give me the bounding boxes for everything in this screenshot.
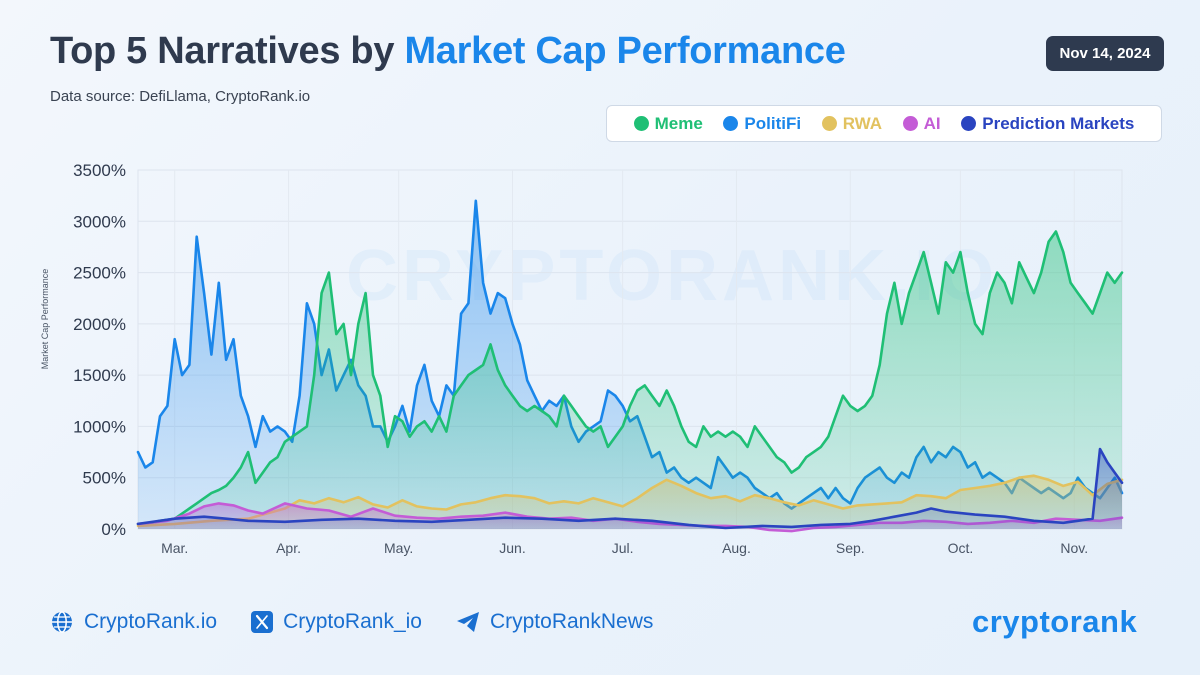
chart-watermark: CRYPTORANK.IO xyxy=(346,236,998,316)
globe-icon xyxy=(52,611,72,633)
series-line-rwa xyxy=(136,474,1124,528)
legend-item-rwa[interactable]: RWA xyxy=(821,113,883,134)
page-title: Top 5 Narratives by Market Cap Performan… xyxy=(50,30,846,73)
legend-item-politifi[interactable]: PolitiFi xyxy=(723,114,801,134)
legend-label-ai: AI xyxy=(923,113,941,133)
chart-legend: Meme PolitiFi RWA AI Prediction Markets xyxy=(606,105,1162,142)
title-part-2: Market Cap Performance xyxy=(404,30,846,72)
footer-x[interactable]: CryptoRank_io xyxy=(251,610,422,634)
series-area-meme xyxy=(138,231,1122,529)
x-tick-label: Jun. xyxy=(499,540,525,556)
footer: CryptoRank.io CryptoRank_io CryptoRankNe… xyxy=(50,610,653,634)
legend-item-meme[interactable]: Meme xyxy=(633,113,703,134)
data-source-note: Data source: DefiLlama, CryptoRank.io xyxy=(50,88,311,105)
x-tick-label: Aug. xyxy=(722,540,751,556)
x-tick-label: Oct. xyxy=(948,540,974,556)
legend-dot-prediction-markets xyxy=(961,116,977,131)
x-tick-label: Jul. xyxy=(612,540,634,556)
legend-item-prediction-markets[interactable]: Prediction Markets xyxy=(961,114,1134,134)
market-cap-chart: CRYPTORANK.IO 0% 500% 1000% 1500% 2000% 2500%… xyxy=(40,161,1124,556)
series-line-meme xyxy=(136,230,1124,526)
chart-series xyxy=(136,199,1124,533)
y-axis: 0% 500% 1000% 1500% 2000% 2500% 3000% 3500% xyxy=(73,161,126,539)
x-tick-label: Sep. xyxy=(836,540,865,556)
footer-website-label: CryptoRank.io xyxy=(84,610,218,633)
legend-label-politifi: PolitiFi xyxy=(744,113,802,133)
y-tick-label: 2000% xyxy=(73,315,126,334)
footer-x-label: CryptoRank_io xyxy=(283,610,422,633)
y-tick-label: 1000% xyxy=(73,417,126,436)
telegram-icon xyxy=(456,612,479,632)
series-area-prediction-markets xyxy=(138,449,1122,529)
legend-dot-ai xyxy=(902,116,918,131)
x-tick-label: Apr. xyxy=(276,540,301,556)
legend-dot-politifi xyxy=(723,116,739,131)
y-tick-label: 500% xyxy=(83,469,126,488)
legend-item-ai[interactable]: AI xyxy=(902,113,941,134)
x-axis: Mar. Apr. May. Jun. Jul. Aug. Sep. Oct. Nov. xyxy=(161,540,1088,556)
footer-telegram-label: CryptoRankNews xyxy=(489,610,654,633)
x-tick-label: Nov. xyxy=(1060,540,1088,556)
y-axis-label: Market Cap Performance xyxy=(40,269,50,370)
y-tick-label: 0% xyxy=(101,520,126,539)
date-badge: Nov 14, 2024 xyxy=(1046,36,1164,71)
legend-label-meme: Meme xyxy=(654,113,703,133)
footer-website[interactable]: CryptoRank.io xyxy=(50,610,217,634)
legend-label-prediction-markets: Prediction Markets xyxy=(982,113,1135,133)
footer-telegram[interactable]: CryptoRankNews xyxy=(456,610,653,634)
series-line-prediction-markets xyxy=(136,447,1124,530)
y-tick-label: 3500% xyxy=(73,161,126,180)
title-part-1: Top 5 Narratives by xyxy=(50,30,395,72)
legend-dot-rwa xyxy=(821,116,837,131)
y-tick-label: 1500% xyxy=(73,366,126,385)
x-tick-label: May. xyxy=(384,540,413,556)
y-tick-label: 3000% xyxy=(73,212,126,231)
cryptorank-logo: cryptorank xyxy=(972,604,1138,639)
y-tick-label: 2500% xyxy=(73,264,126,283)
x-logo-icon xyxy=(251,611,274,633)
legend-dot-meme xyxy=(633,116,649,131)
legend-label-rwa: RWA xyxy=(842,113,883,133)
x-tick-label: Mar. xyxy=(161,540,188,556)
